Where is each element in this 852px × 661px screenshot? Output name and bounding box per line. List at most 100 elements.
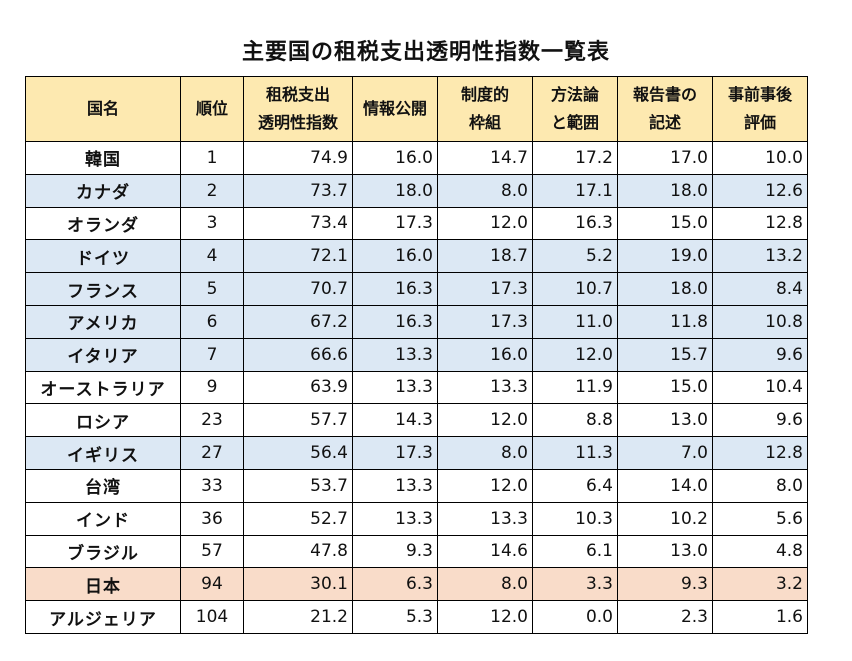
cell-evaluation: 4.8 (712, 534, 808, 569)
cell-report: 14.0 (617, 468, 713, 503)
cell-index: 73.7 (243, 173, 353, 208)
header-index-line2: 透明性指数 (257, 113, 338, 132)
cell-framework: 12.0 (437, 468, 533, 503)
cell-evaluation: 13.2 (712, 239, 808, 274)
table-row: アルジェリア 104 21.2 5.3 12.0 0.0 2.3 1.6 (25, 600, 808, 634)
cell-country: カナダ (25, 173, 181, 208)
cell-report: 11.8 (617, 304, 713, 339)
cell-evaluation: 9.6 (712, 403, 808, 438)
cell-country: 台湾 (25, 468, 181, 503)
header-method: 方法論 と範囲 (532, 76, 618, 142)
table-row: アメリカ 6 67.2 16.3 17.3 11.0 11.8 10.8 (25, 304, 808, 339)
cell-index: 56.4 (243, 436, 353, 470)
cell-framework: 8.0 (437, 173, 533, 208)
cell-framework: 14.7 (437, 141, 533, 175)
cell-index: 73.4 (243, 206, 353, 241)
cell-framework: 8.0 (437, 436, 533, 470)
cell-method: 10.7 (532, 272, 618, 306)
cell-evaluation: 9.6 (712, 337, 808, 372)
cell-rank: 36 (180, 501, 244, 536)
cell-report: 9.3 (617, 567, 713, 602)
cell-index: 21.2 (243, 600, 353, 634)
cell-rank: 6 (180, 304, 244, 339)
cell-framework: 17.3 (437, 304, 533, 339)
cell-country: イタリア (25, 337, 181, 372)
cell-method: 17.1 (532, 173, 618, 208)
cell-rank: 3 (180, 206, 244, 241)
table-row: 韓国 1 74.9 16.0 14.7 17.2 17.0 10.0 (25, 141, 808, 175)
cell-rank: 4 (180, 239, 244, 274)
cell-evaluation: 10.0 (712, 141, 808, 175)
cell-country: オーストラリア (25, 370, 181, 405)
cell-framework: 18.7 (437, 239, 533, 274)
cell-evaluation: 12.8 (712, 206, 808, 241)
header-country: 国名 (25, 76, 181, 142)
cell-rank: 2 (180, 173, 244, 208)
cell-report: 15.7 (617, 337, 713, 372)
cell-report: 17.0 (617, 141, 713, 175)
cell-evaluation: 1.6 (712, 600, 808, 634)
cell-disclosure: 13.3 (352, 501, 438, 536)
cell-evaluation: 12.6 (712, 173, 808, 208)
cell-disclosure: 16.3 (352, 272, 438, 306)
transparency-index-table: 国名 順位 租税支出 透明性指数 情報公開 制度的 枠組 方法論 と範囲 報告書… (25, 76, 808, 634)
cell-disclosure: 6.3 (352, 567, 438, 602)
cell-report: 19.0 (617, 239, 713, 274)
cell-country: フランス (25, 272, 181, 306)
cell-rank: 5 (180, 272, 244, 306)
cell-disclosure: 5.3 (352, 600, 438, 634)
cell-country: ブラジル (25, 534, 181, 569)
header-report-line2: 記述 (648, 113, 681, 132)
cell-method: 0.0 (532, 600, 618, 634)
table-row: オーストラリア 9 63.9 13.3 13.3 11.9 15.0 10.4 (25, 370, 808, 405)
cell-report: 10.2 (617, 501, 713, 536)
cell-rank: 33 (180, 468, 244, 503)
cell-rank: 94 (180, 567, 244, 602)
cell-framework: 12.0 (437, 600, 533, 634)
cell-method: 11.9 (532, 370, 618, 405)
cell-framework: 17.3 (437, 272, 533, 306)
cell-method: 8.8 (532, 403, 618, 438)
cell-report: 2.3 (617, 600, 713, 634)
header-report-line1: 報告書の (632, 85, 697, 104)
cell-report: 15.0 (617, 206, 713, 241)
cell-index: 74.9 (243, 141, 353, 175)
header-evaluation: 事前事後 評価 (712, 76, 808, 142)
cell-framework: 13.3 (437, 370, 533, 405)
table-row: ロシア 23 57.7 14.3 12.0 8.8 13.0 9.6 (25, 403, 808, 438)
cell-disclosure: 17.3 (352, 436, 438, 470)
table-row: 日本 94 30.1 6.3 8.0 3.3 9.3 3.2 (25, 567, 808, 602)
table-row: オランダ 3 73.4 17.3 12.0 16.3 15.0 12.8 (25, 206, 808, 241)
table-body: 韓国 1 74.9 16.0 14.7 17.2 17.0 10.0 カナダ 2 73.7 18.0 8… (25, 141, 808, 634)
cell-rank: 27 (180, 436, 244, 470)
cell-index: 47.8 (243, 534, 353, 569)
header-disclosure: 情報公開 (352, 76, 438, 142)
cell-evaluation: 8.0 (712, 468, 808, 503)
cell-rank: 57 (180, 534, 244, 569)
cell-country: ドイツ (25, 239, 181, 274)
table-header-row: 国名 順位 租税支出 透明性指数 情報公開 制度的 枠組 方法論 と範囲 報告書… (25, 76, 808, 142)
header-evaluation-line2: 評価 (743, 113, 776, 132)
cell-country: イギリス (25, 436, 181, 470)
cell-framework: 8.0 (437, 567, 533, 602)
cell-method: 5.2 (532, 239, 618, 274)
cell-report: 13.0 (617, 403, 713, 438)
cell-method: 16.3 (532, 206, 618, 241)
cell-method: 10.3 (532, 501, 618, 536)
cell-report: 7.0 (617, 436, 713, 470)
table-row: ブラジル 57 47.8 9.3 14.6 6.1 13.0 4.8 (25, 534, 808, 569)
cell-disclosure: 13.3 (352, 337, 438, 372)
cell-country: 韓国 (25, 141, 181, 175)
header-framework: 制度的 枠組 (437, 76, 533, 142)
cell-evaluation: 10.4 (712, 370, 808, 405)
page-title: 主要国の租税支出透明性指数一覧表 (241, 40, 610, 65)
cell-rank: 1 (180, 141, 244, 175)
cell-evaluation: 8.4 (712, 272, 808, 306)
cell-framework: 12.0 (437, 206, 533, 241)
cell-index: 57.7 (243, 403, 353, 438)
cell-disclosure: 17.3 (352, 206, 438, 241)
cell-country: インド (25, 501, 181, 536)
cell-framework: 16.0 (437, 337, 533, 372)
cell-report: 18.0 (617, 173, 713, 208)
cell-country: アルジェリア (25, 600, 181, 634)
